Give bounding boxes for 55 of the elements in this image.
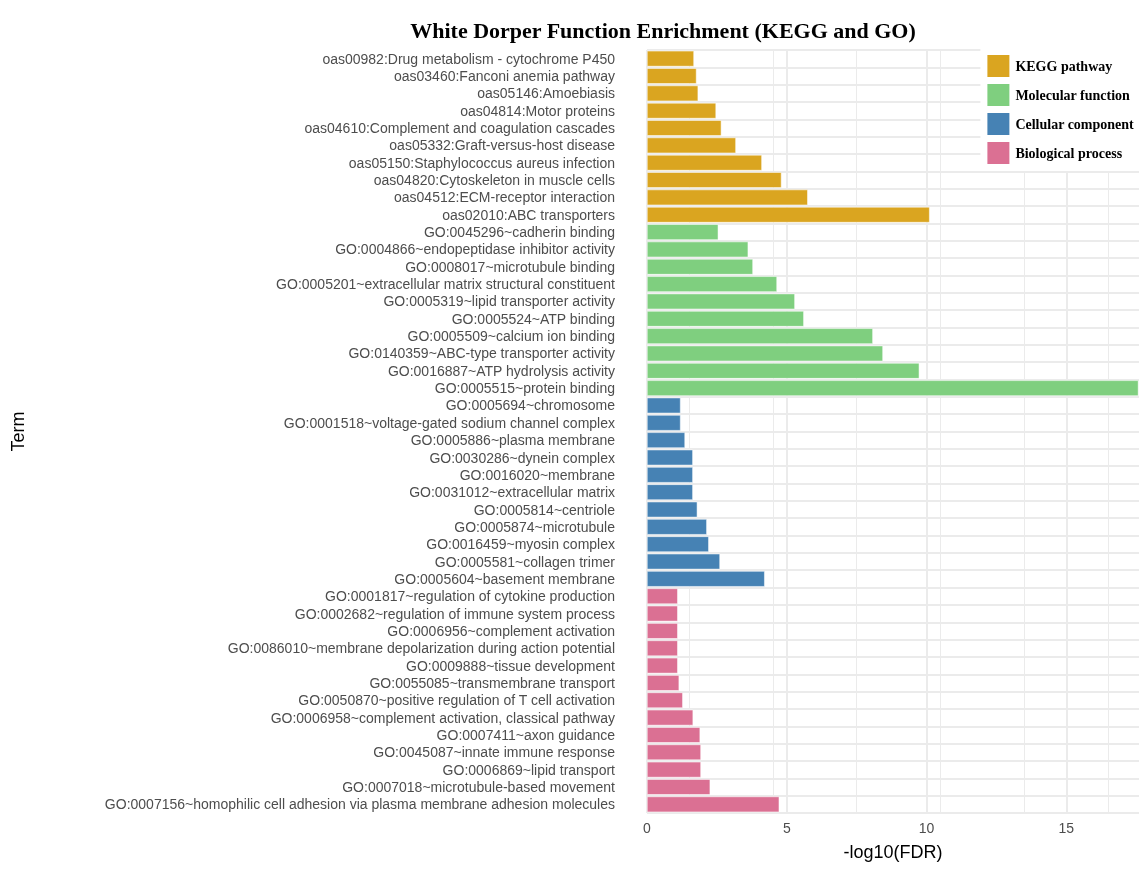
y-tick-label: GO:0007156~homophilic cell adhesion via plasma membrane adhesion molecules: [104, 796, 615, 813]
y-tick-label: GO:0001817~regulation of cytokine production: [325, 588, 615, 605]
y-tick-label: GO:0005524~ATP binding: [451, 310, 615, 327]
y-tick-label: GO:0031012~extracellular matrix: [409, 484, 615, 501]
y-tick-label: oas00982:Drug metabolism - cytochrome P450: [322, 50, 616, 67]
y-tick-label: GO:0006869~lipid transport: [442, 761, 616, 778]
y-tick-label: oas05332:Graft-versus-host disease: [389, 137, 616, 154]
y-tick-label: GO:0030286~dynein complex: [429, 449, 615, 466]
x-tick-label: 5: [782, 820, 791, 836]
y-tick-label: GO:0005886~plasma membrane: [410, 432, 616, 449]
y-tick-label: GO:0004866~endopeptidase inhibitor activity: [335, 241, 615, 258]
y-tick-label: GO:0005814~centriole: [473, 501, 616, 518]
y-tick-label: GO:0007411~axon guidance: [436, 726, 616, 743]
y-tick-label: GO:0001518~voltage-gated sodium channel complex: [283, 414, 615, 431]
y-tick-label: GO:0006956~complement activation: [387, 622, 615, 639]
y-tick-label: GO:0002682~regulation of immune system process: [294, 605, 615, 622]
y-tick-label: GO:0005515~protein binding: [434, 380, 615, 397]
y-axis-title: Term: [8, 411, 28, 452]
y-tick-label: GO:0009888~tissue development: [406, 657, 616, 674]
y-tick-label: GO:0005874~microtubule: [454, 518, 616, 535]
y-tick-label: oas03460:Fanconi anemia pathway: [393, 68, 615, 85]
x-axis-title: -log10(FDR): [843, 842, 943, 862]
y-tick-label: GO:0005509~calcium ion binding: [407, 328, 615, 345]
y-tick-label: GO:0005319~lipid transporter activity: [383, 293, 615, 310]
y-tick-label: GO:0016459~myosin complex: [426, 536, 615, 553]
y-tick-label: oas02010:ABC transporters: [442, 206, 615, 223]
y-tick-label: oas05146:Amoebiasis: [477, 85, 615, 102]
y-tick-label: GO:0005604~basement membrane: [394, 570, 616, 587]
legend-label: Cellular component: [1015, 116, 1135, 132]
y-tick-label: GO:0008017~microtubule binding: [405, 258, 615, 275]
chart-title: White Dorper Function Enrichment (KEGG and GO): [410, 17, 916, 43]
y-tick-label: GO:0045087~innate immune response: [373, 744, 616, 761]
x-tick-label: 10: [918, 820, 935, 836]
y-tick-label: GO:0055085~transmembrane transport: [369, 674, 616, 691]
y-tick-label: oas05150:Staphylococcus aureus infection: [348, 154, 615, 171]
y-tick-label: oas04512:ECM-receptor interaction: [393, 189, 615, 206]
legend-label: KEGG pathway: [1015, 58, 1113, 74]
y-tick-label: GO:0045296~cadherin binding: [423, 224, 615, 241]
y-tick-label: GO:0005694~chromosome: [445, 397, 616, 414]
y-tick-label: GO:0050870~positive regulation of T cell activation: [298, 692, 615, 709]
y-tick-label: GO:0005581~collagen trimer: [434, 553, 616, 570]
y-tick-label: GO:0007018~microtubule-based movement: [342, 778, 616, 795]
y-tick-label: GO:0086010~membrane depolarization during action potential: [227, 640, 615, 657]
x-tick-label: 0: [643, 820, 652, 836]
legend-label: Molecular function: [1015, 87, 1131, 103]
y-tick-label: GO:0140359~ABC-type transporter activity: [348, 345, 615, 362]
y-tick-label: GO:0006958~complement activation, classical pathway: [270, 709, 615, 726]
y-tick-label: GO:0005201~extracellular matrix structural constituent: [276, 276, 616, 293]
y-tick-label: oas04610:Complement and coagulation cascades: [304, 120, 615, 137]
x-tick-label: 15: [1058, 820, 1075, 836]
y-tick-label: GO:0016887~ATP hydrolysis activity: [387, 362, 615, 379]
y-tick-label: GO:0016020~membrane: [459, 466, 616, 483]
y-tick-label: oas04820:Cytoskeleton in muscle cells: [373, 172, 615, 189]
legend-label: Biological process: [1015, 145, 1123, 161]
y-tick-label: oas04814:Motor proteins: [460, 102, 615, 119]
